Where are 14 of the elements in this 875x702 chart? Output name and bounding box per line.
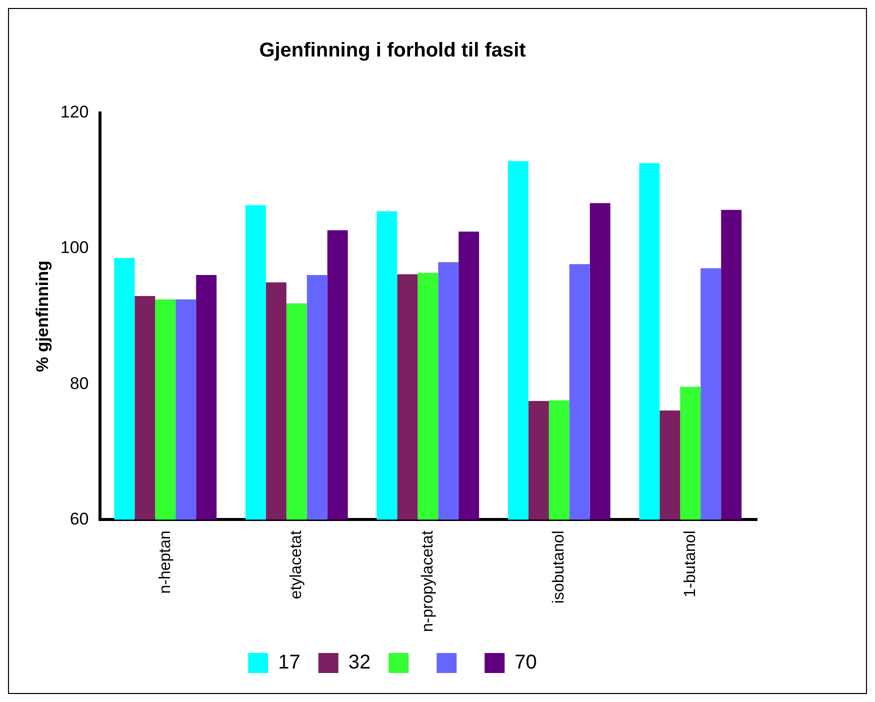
y-tick-label: 60 (70, 509, 89, 528)
y-tick-label: 80 (70, 374, 89, 393)
legend-label: 32 (348, 652, 371, 674)
legend-label: 70 (514, 652, 537, 674)
x-tick-label: n-heptan (156, 530, 174, 594)
y-axis-title: % gjenfinning (32, 260, 52, 372)
chart-title: Gjenfinning i forhold til fasit (259, 40, 526, 62)
y-tick-label: 120 (60, 102, 89, 122)
y-tick-label: 100 (60, 238, 89, 258)
x-tick-label: 1-butanol (682, 530, 699, 598)
x-tick-label: n-propylacetat (419, 530, 436, 632)
x-tick-label: etylacetat (288, 530, 306, 600)
x-tick-label: isobutanol (550, 530, 568, 604)
legend-label: 17 (278, 652, 300, 674)
